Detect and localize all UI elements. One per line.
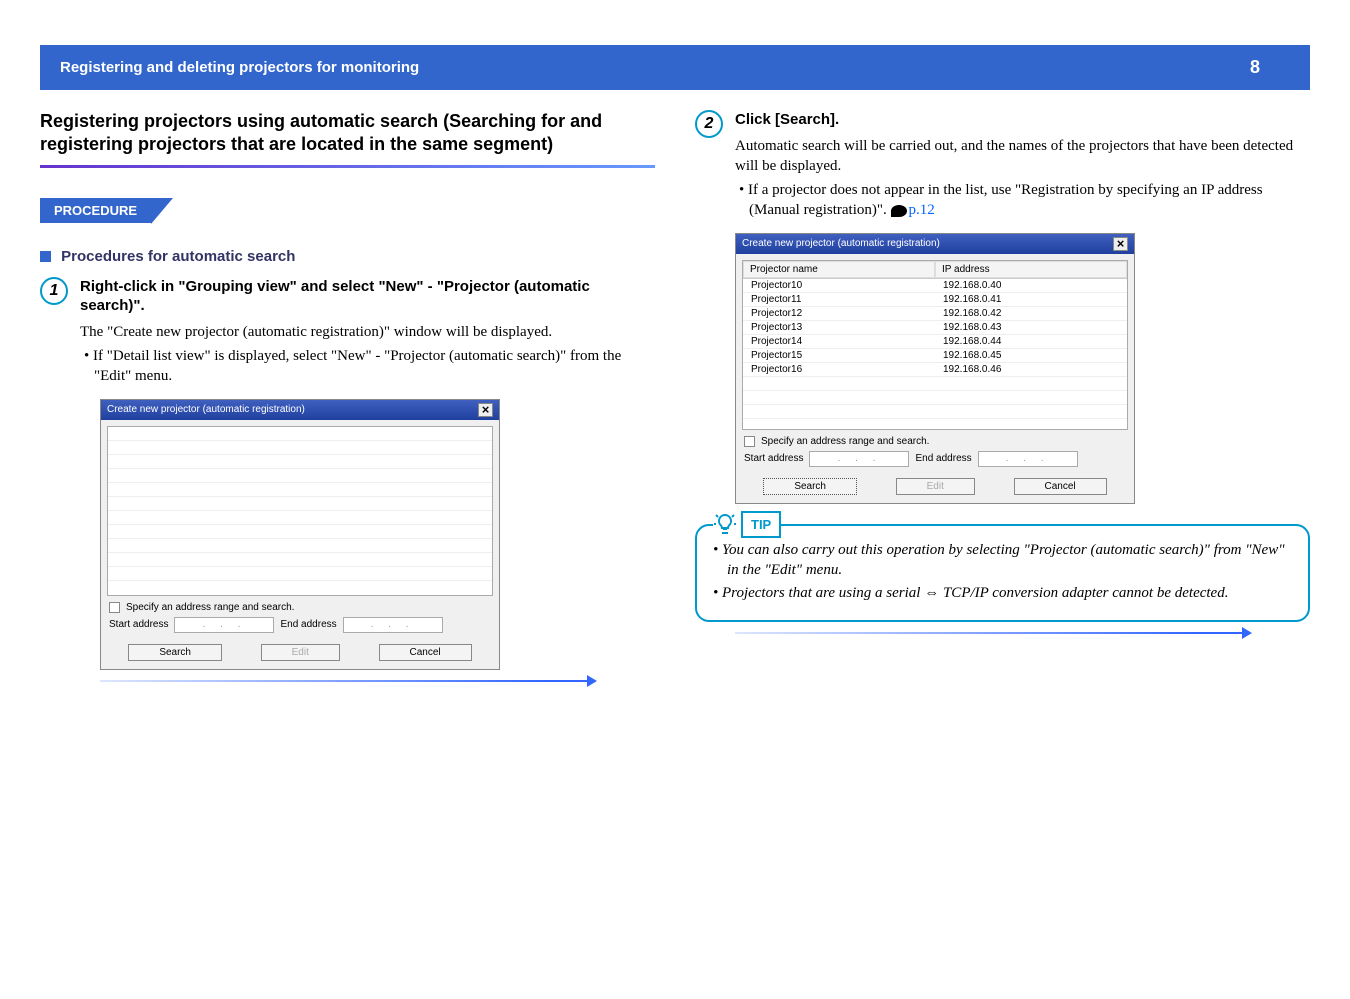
step-1: 1 Right-click in "Grouping view" and sel… [40,277,655,387]
step-1-body: Right-click in "Grouping view" and selec… [80,277,655,387]
cell-projector-name: Projector14 [743,335,935,348]
range-label: Specify an address range and search. [126,602,294,613]
cell-ip-address: 192.168.0.42 [935,307,1127,320]
cell-ip-address: 192.168.0.40 [935,279,1127,292]
dialog-buttons-2: Search Edit Cancel [736,473,1134,503]
tip-label-text: TIP [741,511,781,539]
address-range-row: Specify an address range and search. [109,602,491,613]
dialog-title-text: Create new projector (automatic registra… [107,404,305,415]
dialog-header-row: Projector name IP address [743,261,1127,279]
header-title: Registering and deleting projectors for … [60,59,419,76]
square-bullet-icon [40,251,51,262]
cell-ip-address: 192.168.0.43 [935,321,1127,334]
tip-item-2: • Projectors that are using a serial ⇔ T… [713,583,1292,603]
dialog-title-text-2: Create new projector (automatic registra… [742,238,940,249]
table-row[interactable]: Projector14192.168.0.44 [743,335,1127,349]
page-header: Registering and deleting projectors for … [40,45,1310,90]
double-arrow-icon: ⇔ [924,585,939,601]
left-column: Registering projectors using automatic s… [40,110,655,682]
sub-heading-text: Procedures for automatic search [61,248,295,265]
search-button-2[interactable]: Search [763,478,857,495]
step-number-1: 1 [40,277,68,305]
start-address-label-2: Start address [744,453,803,464]
tip-box: TIP • You can also carry out this operat… [695,524,1310,623]
table-row[interactable]: Projector12192.168.0.42 [743,307,1127,321]
table-row[interactable]: Projector16192.168.0.46 [743,363,1127,377]
dialog-list-results: Projector name IP address Projector10192… [742,260,1128,430]
tip-label: TIP [713,511,781,539]
step-number-2: 2 [695,110,723,138]
range-checkbox[interactable] [109,602,120,613]
address-inputs-2: Start address . . . End address . . . [744,451,1126,467]
page-number: 8 [1250,57,1260,78]
result-rows: Projector10192.168.0.40Projector11192.16… [743,279,1127,377]
cell-projector-name: Projector15 [743,349,935,362]
table-row[interactable]: Projector10192.168.0.40 [743,279,1127,293]
step-2-text: Automatic search will be carried out, an… [735,136,1310,177]
procedure-label: PROCEDURE [40,198,151,223]
step-1-text: The "Create new projector (automatic reg… [80,322,655,342]
lightbulb-icon [713,512,737,536]
end-address-label: End address [280,619,336,630]
edit-button[interactable]: Edit [261,644,340,661]
sub-heading: Procedures for automatic search [40,248,655,265]
close-icon[interactable]: × [478,403,493,417]
step-2: 2 Click [Search]. Automatic search will … [695,110,1310,221]
cell-projector-name: Projector12 [743,307,935,320]
start-address-input[interactable]: . . . [174,617,274,633]
address-inputs: Start address . . . End address . . . [109,617,491,633]
step-2-body: Click [Search]. Automatic search will be… [735,110,1310,221]
address-range-row-2: Specify an address range and search. [744,436,1126,447]
range-checkbox-2[interactable] [744,436,755,447]
cell-projector-name: Projector10 [743,279,935,292]
cell-projector-name: Projector13 [743,321,935,334]
table-row[interactable]: Projector13192.168.0.43 [743,321,1127,335]
range-label-2: Specify an address range and search. [761,436,929,447]
close-icon-2[interactable]: × [1113,237,1128,251]
start-address-label: Start address [109,619,168,630]
col-projector-name[interactable]: Projector name [743,261,935,278]
right-column: 2 Click [Search]. Automatic search will … [695,110,1310,682]
dialog-empty: Create new projector (automatic registra… [100,399,500,670]
search-button[interactable]: Search [128,644,222,661]
continue-arrow-rule-2 [735,632,1250,634]
cell-ip-address: 192.168.0.44 [935,335,1127,348]
step-2-bullet: • If a projector does not appear in the … [739,180,1310,221]
continue-arrow-rule [100,680,595,682]
cancel-button[interactable]: Cancel [379,644,472,661]
end-address-input-2[interactable]: . . . [978,451,1078,467]
section-rule [40,165,655,168]
edit-button-2[interactable]: Edit [896,478,975,495]
end-address-label-2: End address [915,453,971,464]
table-row[interactable]: Projector11192.168.0.41 [743,293,1127,307]
dialog-results: Create new projector (automatic registra… [735,233,1135,504]
table-row[interactable]: Projector15192.168.0.45 [743,349,1127,363]
pointer-icon [891,205,907,217]
dialog-buttons: Search Edit Cancel [101,639,499,669]
step-1-bullet: • If "Detail list view" is displayed, se… [84,346,655,387]
content-columns: Registering projectors using automatic s… [0,90,1350,702]
dialog-list-empty [107,426,493,596]
section-title: Registering projectors using automatic s… [40,110,655,157]
col-ip-address[interactable]: IP address [935,261,1127,278]
dialog-titlebar: Create new projector (automatic registra… [101,400,499,420]
cell-ip-address: 192.168.0.46 [935,363,1127,376]
cancel-button-2[interactable]: Cancel [1014,478,1107,495]
page-link[interactable]: p.12 [909,202,935,218]
step-2-title: Click [Search]. [735,110,1310,130]
dialog-titlebar-2: Create new projector (automatic registra… [736,234,1134,254]
step-1-title: Right-click in "Grouping view" and selec… [80,277,655,316]
tip-item-1: • You can also carry out this operation … [713,540,1292,581]
end-address-input[interactable]: . . . [343,617,443,633]
start-address-input-2[interactable]: . . . [809,451,909,467]
cell-ip-address: 192.168.0.45 [935,349,1127,362]
cell-ip-address: 192.168.0.41 [935,293,1127,306]
cell-projector-name: Projector11 [743,293,935,306]
cell-projector-name: Projector16 [743,363,935,376]
